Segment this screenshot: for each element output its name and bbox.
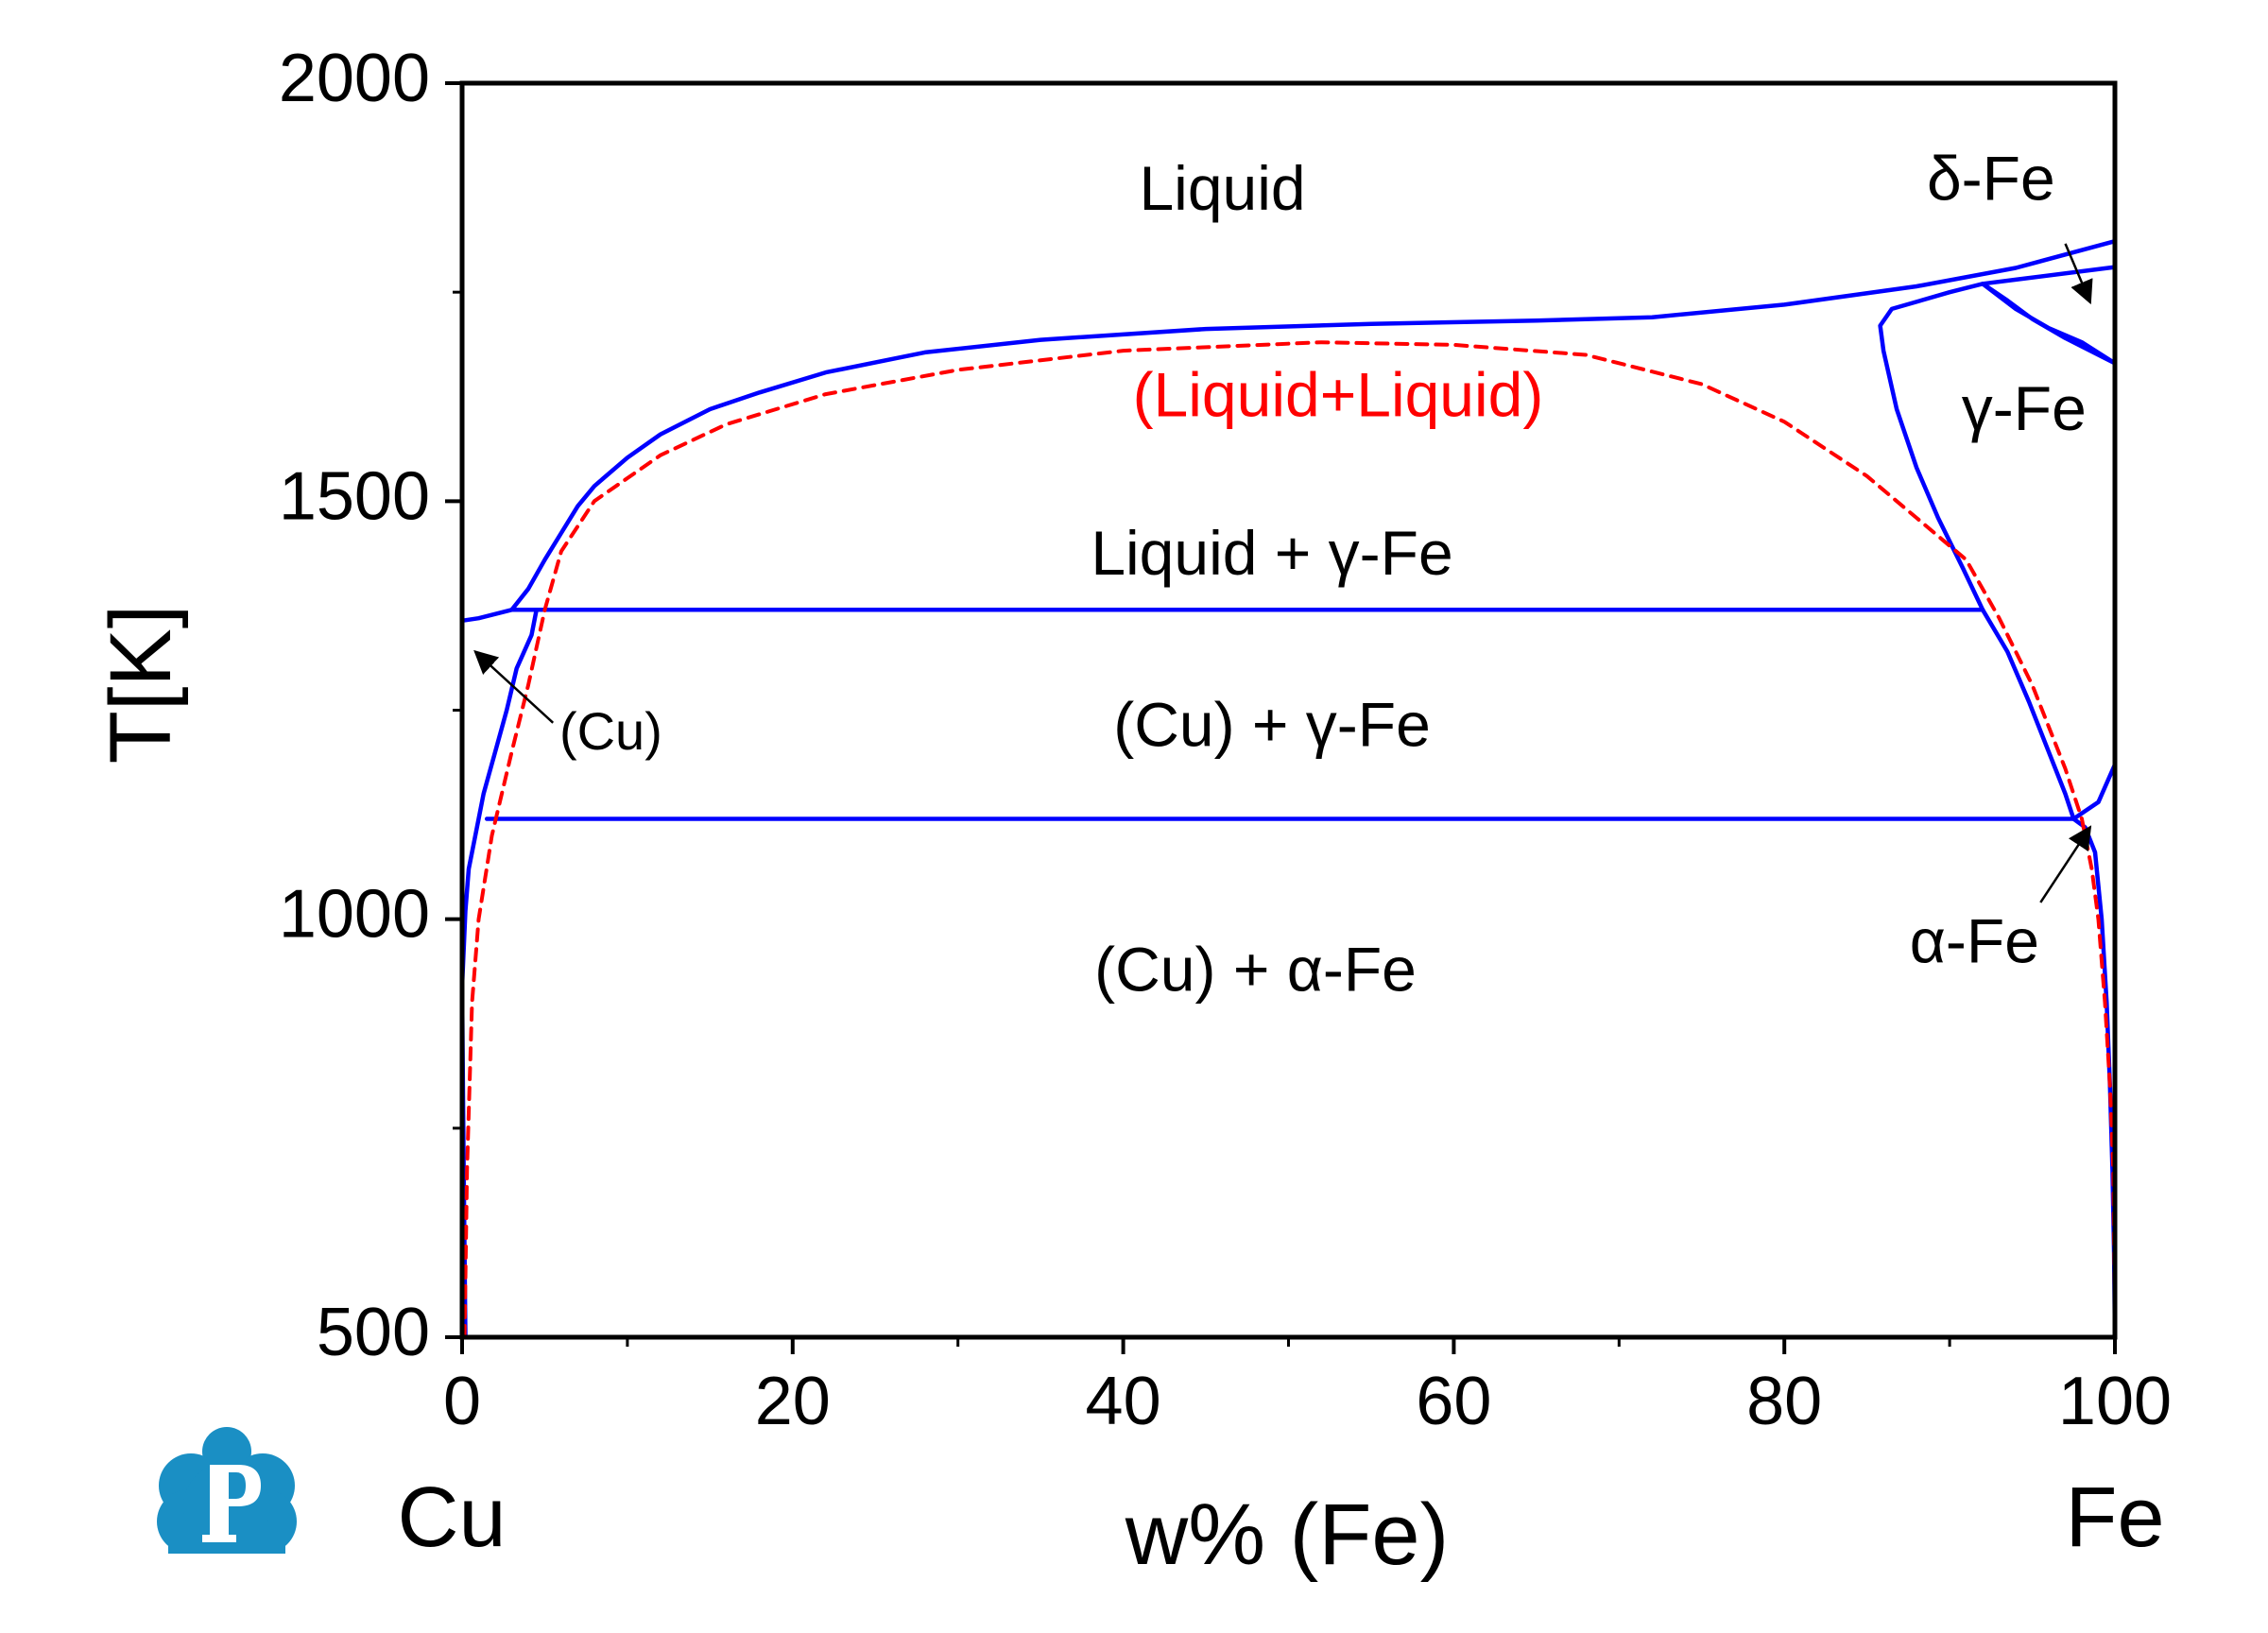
plot-layer: Liquid (Liquid+Liquid) Liquid + γ-Fe (Cu) +… <box>459 144 2118 1340</box>
region-label-9: (Cu) <box>559 701 662 761</box>
y-tick-label: 500 <box>317 1295 430 1370</box>
phase-boundary-line-8 <box>1980 282 2118 366</box>
metastable-miscibility-curve <box>462 340 2117 1339</box>
phase-boundary-line-5 <box>1878 265 2118 612</box>
region-label-3: Liquid + γ-Fe <box>1091 518 1452 588</box>
x-tick-label: 20 <box>755 1364 831 1439</box>
annotation-arrow-2 <box>473 649 555 724</box>
x-tick-label: 100 <box>2058 1364 2172 1439</box>
x-tick-label: 0 <box>443 1364 481 1439</box>
x-tick-label: 60 <box>1416 1364 1491 1439</box>
x-tick-label: 40 <box>1086 1364 1161 1439</box>
phase-boundary-line-1 <box>509 238 2118 612</box>
y-axis-title: T[K] <box>93 605 189 765</box>
region-label-6: δ-Fe <box>1927 144 2055 214</box>
x-axis-title: w% (Fe) <box>1125 1487 1449 1583</box>
y-tick-label: 1500 <box>279 458 430 534</box>
region-label-5: (Cu) + α-Fe <box>1094 934 1417 1004</box>
phase-boundary-line-6 <box>1980 608 2076 821</box>
phase-boundary-line-3 <box>459 608 539 988</box>
left-end-label: Cu <box>397 1470 506 1565</box>
region-label-2: (Liquid+Liquid) <box>1133 360 1544 430</box>
company-logo <box>157 1427 297 1554</box>
region-label-4: (Cu) + γ-Fe <box>1113 689 1431 759</box>
y-tick-label: 1000 <box>279 877 430 953</box>
annotation-arrow-3 <box>2039 825 2092 903</box>
right-end-label: Fe <box>2065 1470 2164 1565</box>
phase-boundary-line-4 <box>484 762 2118 821</box>
annotation-arrow-1 <box>2064 243 2093 305</box>
region-label-7: γ-Fe <box>1962 373 2087 443</box>
x-tick-label: 80 <box>1746 1364 1822 1439</box>
region-label-1: Liquid <box>1139 153 1305 223</box>
ticks-layer: 0 20 40 60 80 100 500 1000 1500 2000 <box>279 41 2172 1439</box>
region-label-8: α-Fe <box>1910 905 2039 975</box>
y-tick-label: 2000 <box>279 41 430 116</box>
phase-boundary-line-2 <box>459 608 1985 624</box>
